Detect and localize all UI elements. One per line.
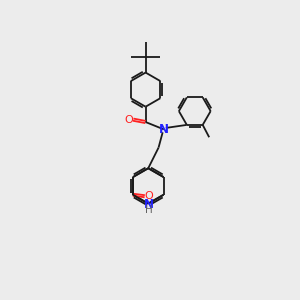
Text: N: N	[143, 198, 154, 211]
Text: O: O	[145, 191, 153, 201]
Text: H: H	[145, 206, 152, 215]
Text: O: O	[124, 115, 133, 125]
Text: N: N	[159, 123, 169, 136]
